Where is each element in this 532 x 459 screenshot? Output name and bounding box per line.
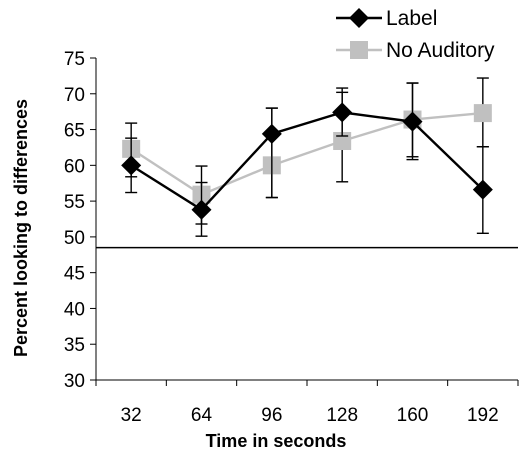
data-point bbox=[472, 179, 493, 200]
data-point bbox=[473, 104, 492, 123]
data-point bbox=[121, 155, 142, 176]
data-point bbox=[261, 123, 282, 144]
legend-item-no-auditory: No Auditory bbox=[336, 39, 495, 62]
x-tick-label: 32 bbox=[121, 405, 142, 426]
y-axis-title: Percent looking to differences bbox=[11, 99, 31, 357]
series-label bbox=[121, 82, 493, 237]
legend: Label No Auditory bbox=[336, 7, 495, 62]
y-tick-label: 35 bbox=[64, 335, 85, 356]
legend-label: Label bbox=[386, 7, 437, 30]
y-tick-label: 70 bbox=[64, 85, 85, 106]
y-tick-label: 50 bbox=[64, 228, 85, 249]
x-tick-label: 64 bbox=[191, 405, 213, 426]
y-tick-label: 75 bbox=[64, 49, 85, 70]
x-axis-title: Time in seconds bbox=[206, 431, 347, 451]
y-ticks: 75 70 65 60 55 50 45 40 35 30 bbox=[64, 49, 96, 392]
x-tick-label: 192 bbox=[467, 405, 499, 426]
axes bbox=[95, 58, 518, 381]
series-layer bbox=[121, 77, 493, 237]
y-tick-label: 40 bbox=[64, 299, 85, 320]
legend-marker bbox=[349, 8, 369, 28]
y-tick-label: 65 bbox=[64, 121, 85, 142]
error-bar bbox=[265, 107, 278, 199]
series-no-auditory bbox=[122, 77, 492, 225]
legend-label: No Auditory bbox=[386, 39, 495, 62]
data-point bbox=[332, 102, 353, 123]
legend-item-label: Label bbox=[336, 7, 437, 30]
x-ticks: 32 64 96 128 160 192 bbox=[95, 380, 519, 426]
y-tick-label: 30 bbox=[64, 371, 85, 392]
y-tick-label: 45 bbox=[64, 264, 85, 285]
x-tick-label: 96 bbox=[261, 405, 282, 426]
x-tick-label: 128 bbox=[326, 405, 358, 426]
data-point bbox=[191, 199, 212, 220]
series-line-no-auditory bbox=[130, 111, 483, 197]
legend-marker bbox=[350, 41, 368, 59]
y-tick-label: 55 bbox=[64, 192, 85, 213]
x-tick-label: 160 bbox=[397, 405, 429, 426]
series-line-label bbox=[130, 111, 484, 212]
y-tick-label: 60 bbox=[64, 156, 85, 177]
data-point bbox=[402, 111, 423, 132]
